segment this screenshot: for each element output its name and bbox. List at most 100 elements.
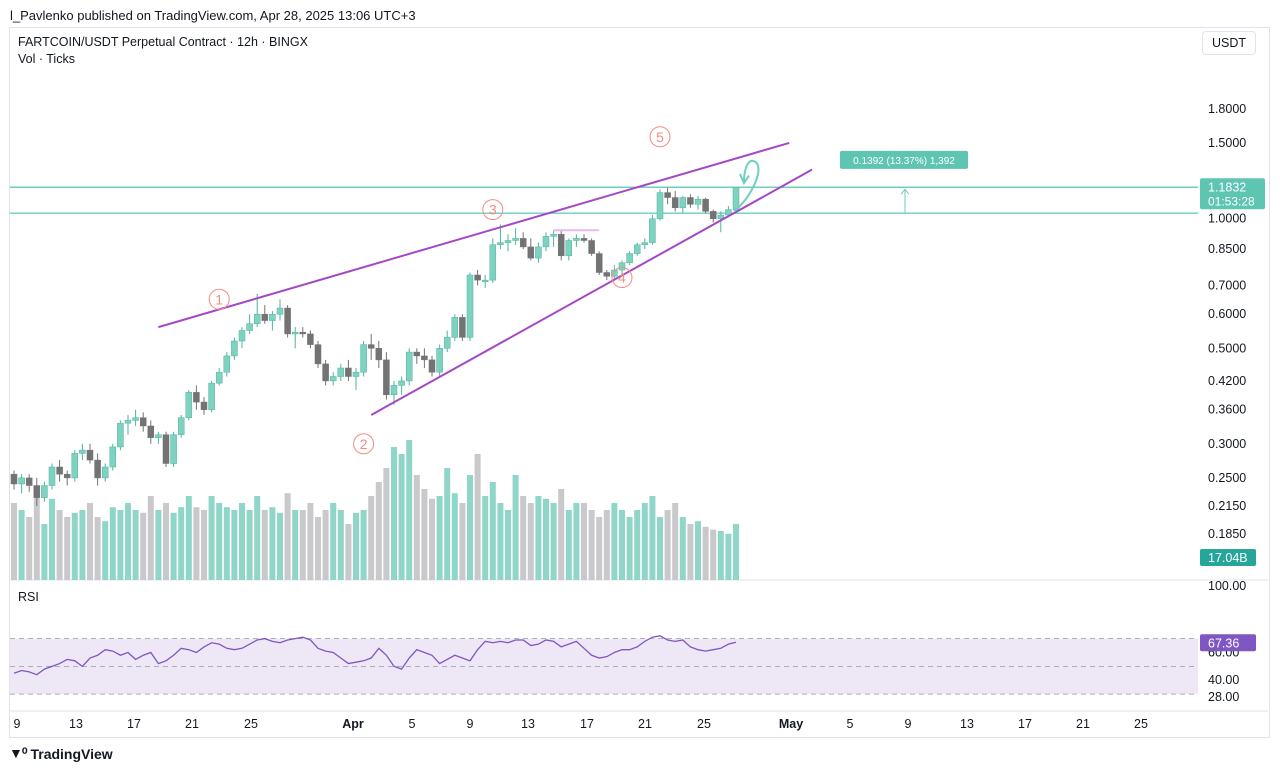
wave-label-circle [353,433,375,455]
candle-body [147,425,155,438]
currency-button[interactable]: USDT [1202,31,1256,55]
brand-name: TradingView [30,745,113,762]
volume-bar [261,510,268,580]
price-axis-label: 0.7000 [1208,278,1246,292]
candle-body [109,446,117,468]
wave-label: 3 [489,202,497,218]
volume-bar [596,517,603,580]
wave-label: 5 [656,129,664,145]
volume-bar [543,498,549,580]
rsi-axis-label: 28.00 [1208,690,1239,704]
volume-bar [269,507,276,580]
volume-bar [109,507,116,580]
candle-body [261,313,269,321]
volume-bar [588,510,595,580]
symbol-title[interactable]: FARTCOIN/USDT Perpetual Contract · 12h ·… [18,35,308,49]
volume-bar [125,503,131,580]
price-axis-label: 0.3000 [1208,437,1246,451]
candle-body [611,269,618,277]
volume-bar [550,503,557,580]
candle-body [162,434,170,464]
volume-bar [717,531,724,580]
volume-bar [87,503,93,580]
candle-body [466,274,474,338]
candle-body [709,211,717,219]
volume-bar [444,468,451,580]
candle-body [246,323,253,331]
volume-bar [398,454,405,580]
wedge-upper-trendline [158,141,790,329]
candle-body [132,417,139,421]
candle-body [10,473,18,485]
candle-body [595,253,603,273]
candle-body [223,355,231,373]
volume-bar [178,507,185,580]
volume-bar [79,510,86,580]
candle-body [451,317,459,338]
indicator-legend-volume[interactable]: Vol · Ticks [18,52,75,66]
candle-body [428,359,436,373]
time-axis-label: 25 [1134,717,1148,731]
volume-bar [26,517,33,580]
candle-body [193,392,200,403]
volume-bar [299,510,306,580]
volume-bar [436,496,443,580]
volume-bar [322,510,329,580]
candle-body [329,376,337,382]
wave-label-circle [208,288,230,310]
candle-body [367,344,375,349]
volume-bar [482,496,489,580]
candle-body [687,197,694,205]
volume-bar [467,475,473,580]
volume-bar [459,503,466,580]
volume-bar [117,510,124,580]
volume-bar [535,496,542,580]
time-axis-label: 21 [638,717,652,731]
time-axis-label: 13 [69,717,83,731]
volume-bar [231,510,238,580]
volume-bar [649,496,656,580]
time-axis-label: 9 [905,717,912,731]
volume-bar [375,482,382,580]
candle-body [504,240,512,243]
price-axis-label: 0.5000 [1208,341,1246,355]
candle-body [671,197,679,209]
tradingview-logo-icon: ▼⁰ [9,745,27,761]
candle-body [269,313,276,321]
brand: ▼⁰ TradingView [9,745,113,762]
candle-body [48,466,56,486]
time-axis-label: 21 [1076,717,1090,731]
wave-label-circle [649,126,671,148]
candle-body [436,348,443,373]
candle-body [717,214,725,219]
candle-body [519,238,527,248]
candle-body [550,234,557,237]
indicator-legend-rsi[interactable]: RSI [18,590,39,604]
candle-body [155,434,162,438]
volume-bar [725,533,732,580]
candle-body [565,240,573,257]
volume-bar [163,503,169,580]
price-axis-label: 0.4200 [1208,374,1246,388]
candle-body [177,417,185,435]
wave-label: 4 [618,270,626,286]
publisher-line: l_Pavlenko published on TradingView.com,… [10,8,416,23]
candle-body [139,417,147,427]
price-axis-label: 0.6000 [1208,307,1246,321]
volume-bar [603,510,610,580]
wedge-lower-trendline [370,168,813,416]
volume-bar [391,447,397,580]
volume-bar [733,524,739,580]
candle-body [474,274,481,281]
volume-last-value: 17.04B [1208,551,1248,565]
volume-bar [687,524,694,580]
volume-bar [315,517,321,580]
time-axis-label: 17 [127,717,141,731]
candle-body [345,367,352,377]
candle-body [284,307,291,335]
candle-body [63,473,71,479]
time-axis-label: Apr [342,717,364,731]
candle-body [527,246,535,259]
volume-bar [512,475,519,580]
